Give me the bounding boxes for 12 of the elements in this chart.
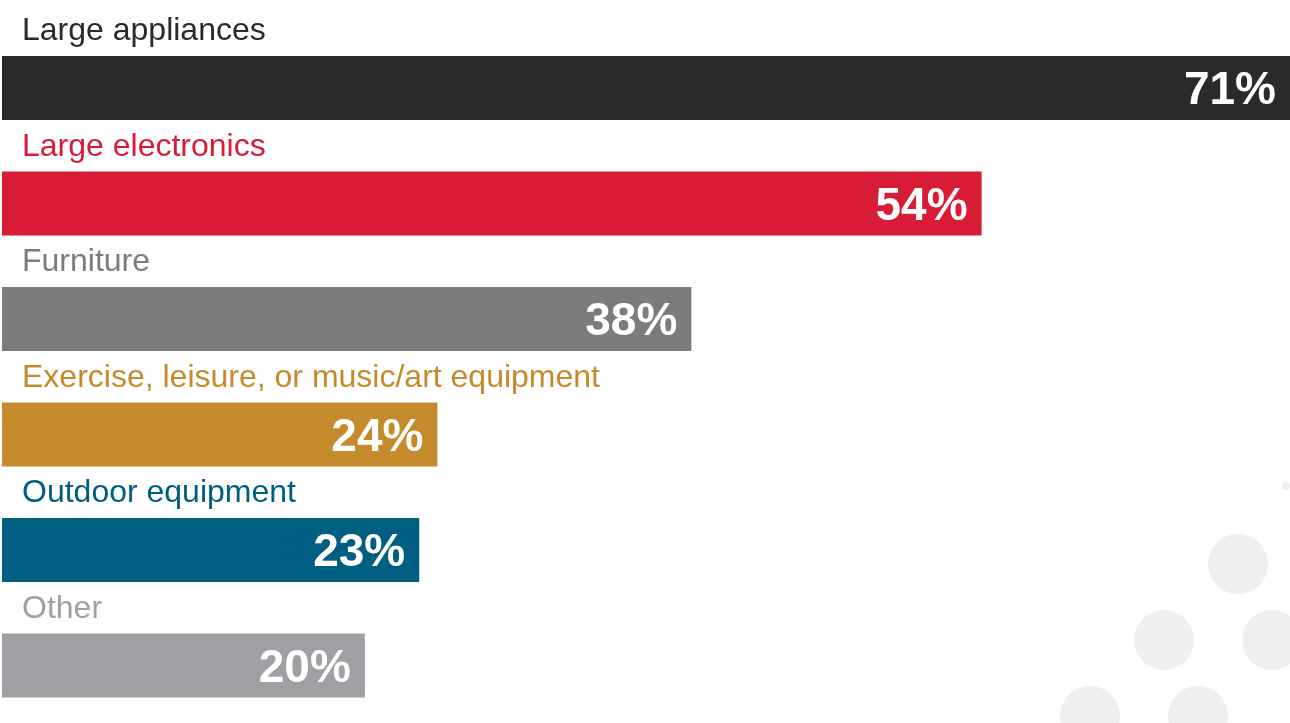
data-label: 20% — [258, 639, 351, 692]
y-tick-label: Furniture — [22, 242, 151, 278]
data-label: 71% — [1183, 62, 1276, 114]
data-label: 23% — [313, 524, 406, 576]
data-label: 24% — [331, 408, 424, 461]
y-tick-label: Large appliances — [22, 11, 266, 47]
y-tick-label: Outdoor equipment — [22, 473, 297, 509]
y-tick-label: Exercise, leisure, or music/art equipment — [22, 357, 601, 394]
data-label: 38% — [585, 293, 678, 345]
y-tick-label: Large electronics — [22, 126, 266, 163]
y-tick-label: Other — [22, 588, 103, 625]
data-label: 54% — [875, 177, 968, 230]
